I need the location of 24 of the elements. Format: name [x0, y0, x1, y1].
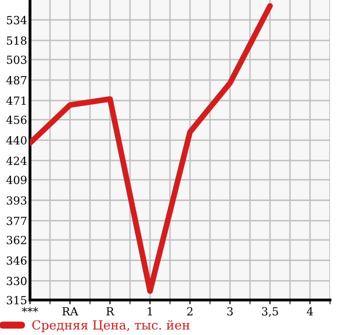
y-tick-label: 471: [6, 96, 26, 105]
y-tick-label: 534: [6, 16, 27, 24]
x-tick-label: 2: [187, 307, 192, 316]
y-tick-label: 409: [6, 176, 26, 184]
y-tick-label: 362: [6, 236, 26, 244]
x-tick-label: R: [106, 307, 114, 316]
x-tick-label: 3: [227, 307, 233, 316]
y-tick-label: 315: [6, 296, 26, 304]
x-tick-label: ***: [22, 307, 38, 312]
y-tick-label: 503: [6, 56, 26, 64]
y-tick-label: 440: [6, 136, 26, 145]
x-tick-label: 1: [148, 307, 152, 316]
y-tick-label: 424: [6, 156, 27, 165]
y-tick-label: 518: [6, 36, 26, 45]
y-tick-label: 456: [6, 116, 27, 124]
legend-label: Средняя Цена, тыс. йен: [32, 320, 190, 332]
y-tick-label: 377: [6, 216, 26, 226]
x-tick-label: 4: [306, 307, 313, 316]
y-tick-label: 487: [6, 76, 26, 84]
y-tick-label: 346: [6, 256, 27, 265]
y-tick-label: 393: [6, 196, 26, 205]
y-tick-label: 330: [6, 276, 26, 286]
x-tick-label: 3,5: [262, 307, 278, 317]
x-tick-label: RA: [62, 307, 78, 316]
